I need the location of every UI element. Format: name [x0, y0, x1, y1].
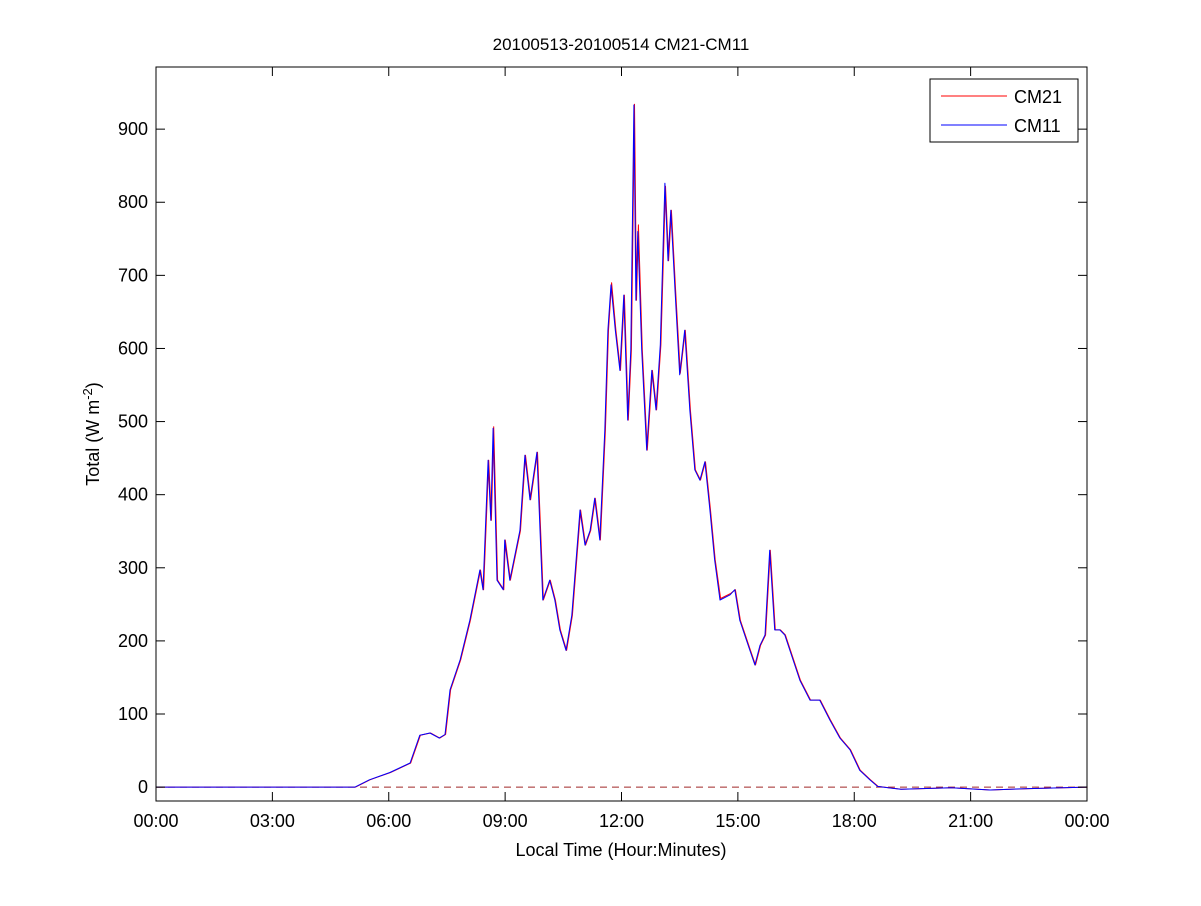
series-line-cm21	[156, 103, 1088, 791]
legend-box	[929, 78, 1079, 143]
x-axis-label: Local Time (Hour:Minutes)	[515, 840, 726, 860]
x-tick-label: 18:00	[832, 811, 877, 831]
x-tick-label: 15:00	[715, 811, 760, 831]
x-tick-label: 21:00	[948, 811, 993, 831]
x-tick-label: 12:00	[599, 811, 644, 831]
y-axis-label-end: )	[83, 382, 103, 388]
y-tick-label: 400	[118, 485, 148, 505]
x-tick-label: 09:00	[483, 811, 528, 831]
y-axis-label: Total (W m-2)	[80, 382, 103, 486]
y-tick-label: 200	[118, 631, 148, 651]
y-tick-label: 600	[118, 338, 148, 358]
x-tick-label: 06:00	[366, 811, 411, 831]
x-tick-label: 03:00	[250, 811, 295, 831]
axes-box	[155, 66, 1088, 802]
plot-area	[156, 103, 1088, 791]
y-axis-label-exponent: -2	[80, 388, 95, 400]
chart-title: 20100513-20100514 CM21-CM11	[493, 35, 750, 54]
series-line-cm11	[156, 104, 1088, 791]
y-tick-label: 300	[118, 558, 148, 578]
ticks: 00:00 03:00 06:00 09:00 12:00 15:00 18:00 21:00…	[118, 67, 1110, 831]
axes-background	[156, 67, 1087, 801]
x-tick-label: 00:00	[1064, 811, 1109, 831]
x-tick-label: 00:00	[133, 811, 178, 831]
y-tick-label: 0	[138, 777, 148, 797]
y-tick-label: 700	[118, 265, 148, 285]
legend-label-cm11: CM11	[1014, 116, 1061, 136]
y-tick-label: 800	[118, 192, 148, 212]
legend: CM21 CM11	[929, 78, 1079, 143]
y-tick-label: 500	[118, 412, 148, 432]
legend-label-cm21: CM21	[1014, 87, 1062, 107]
y-tick-label: 100	[118, 704, 148, 724]
y-tick-label: 900	[118, 119, 148, 139]
y-axis-label-text: Total (W m	[83, 400, 103, 486]
